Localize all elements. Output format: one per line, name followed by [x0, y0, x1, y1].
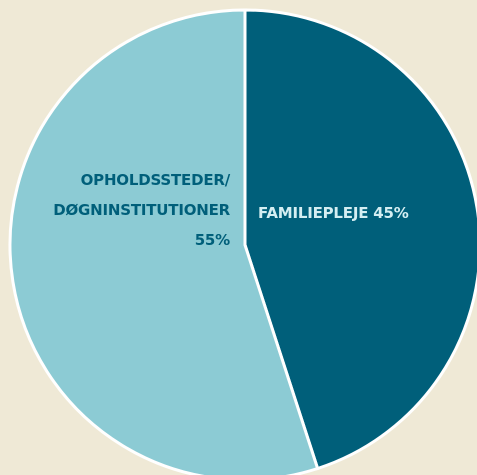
- category-label: OPHOLDSSTEDER/ DØGNINSTITUTIONER: [53, 171, 230, 219]
- value-label: 45%: [373, 204, 409, 222]
- pie-slice: [8, 8, 320, 475]
- slice-label: FAMILIEPLEJE 45%: [258, 198, 409, 228]
- category-label: FAMILIEPLEJE: [258, 204, 369, 222]
- pie-slice: [243, 8, 477, 471]
- slice-label: OPHOLDSSTEDER/ DØGNINSTITUTIONER 55%: [40, 165, 230, 255]
- value-label: 55%: [194, 231, 231, 249]
